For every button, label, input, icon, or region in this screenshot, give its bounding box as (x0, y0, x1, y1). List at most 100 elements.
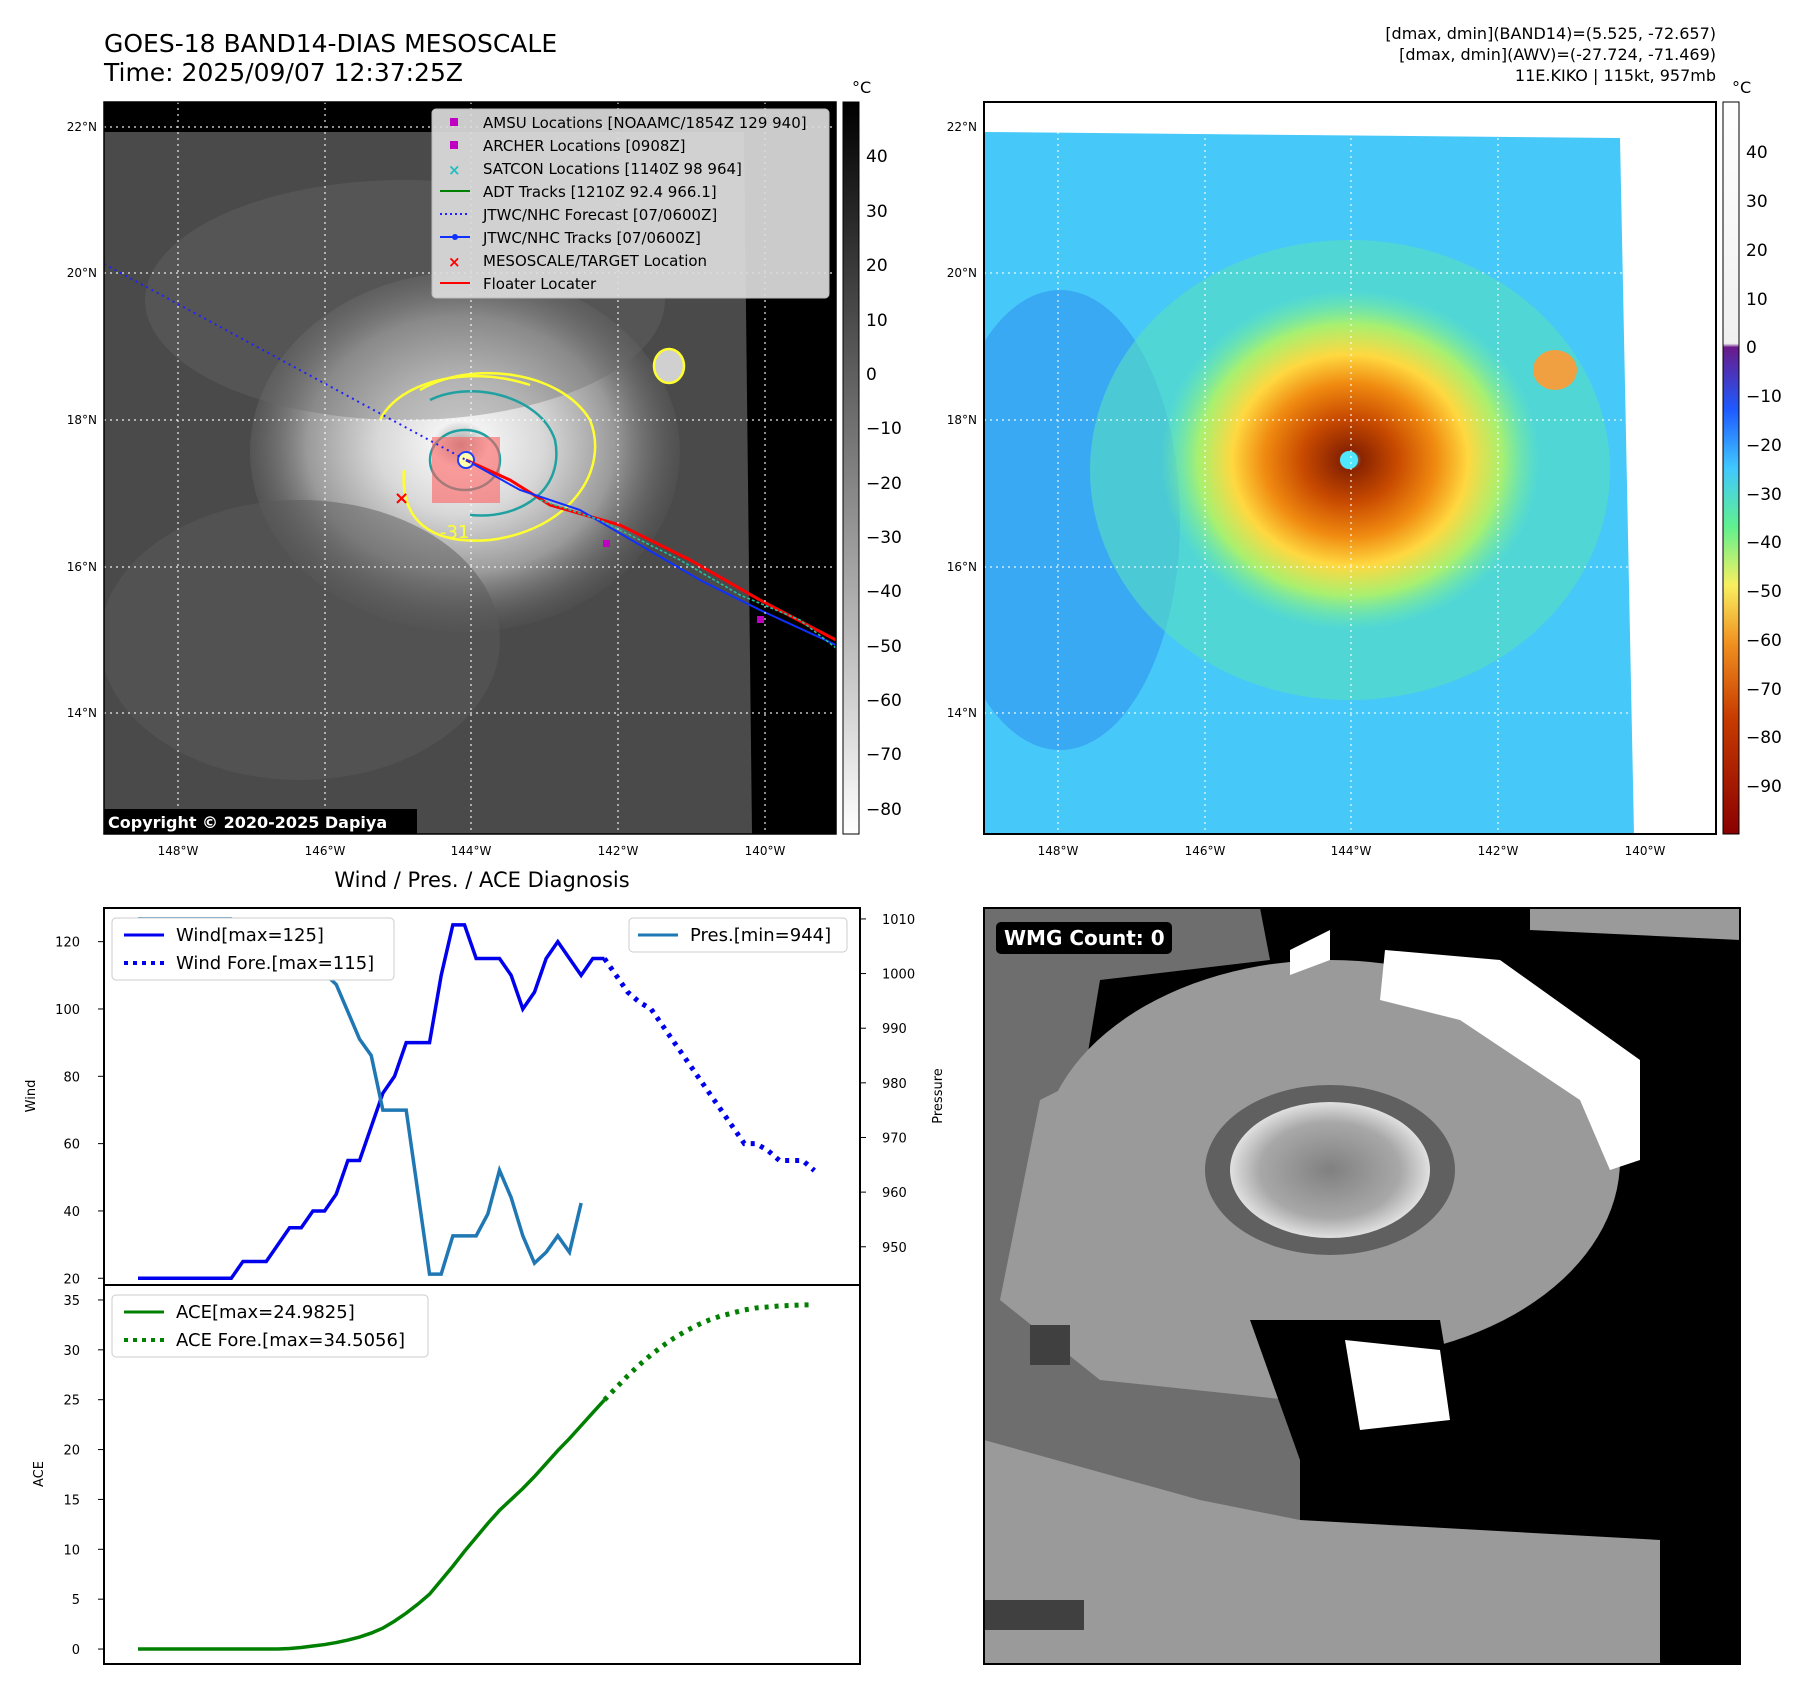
svg-text:140°W: 140°W (745, 844, 786, 858)
svg-text:148°W: 148°W (1038, 844, 1079, 858)
series-ace-forecast (602, 1302, 815, 1402)
legend-forecast: JTWC/NHC Forecast [07/0600Z] (482, 206, 717, 224)
svg-text:146°W: 146°W (1185, 844, 1226, 858)
ir-colorbar-ticks: 40 30 20 10 0 −10 −20 −30 −40 −50 −60 −7… (866, 147, 902, 820)
ir-amsu-marker (603, 540, 610, 547)
figure-time: Time: 2025/09/07 12:37:25Z (103, 58, 463, 87)
wind-axis-label: Wind (24, 1080, 39, 1113)
legend-target: MESOSCALE/TARGET Location (483, 252, 707, 270)
legend-target-icon: × (448, 253, 461, 271)
pressure-tick-label: 990 (882, 1022, 907, 1037)
svg-text:142°W: 142°W (1478, 844, 1519, 858)
legend-amsu: AMSU Locations [NOAAMC/1854Z 129 940] (483, 114, 807, 132)
ace-tick-label: 35 (63, 1294, 80, 1309)
svg-text:14°N: 14°N (67, 706, 97, 720)
wmg-count-label: WMG Count: 0 (1004, 926, 1165, 950)
wv-lon-labels: 148°W 146°W 144°W 142°W 140°W (1038, 844, 1666, 858)
svg-text:22°N: 22°N (67, 120, 97, 134)
ir-adt-track (539, 499, 836, 649)
legend-satcon-icon: × (448, 161, 461, 179)
svg-text:148°W: 148°W (158, 844, 199, 858)
svg-text:−30: −30 (1746, 485, 1782, 505)
svg-text:10: 10 (866, 311, 888, 331)
ir-contour-label: -31 (440, 522, 469, 543)
ir-best-track (465, 459, 836, 646)
svg-text:−90: −90 (1746, 777, 1782, 797)
legend-floater: Floater Locater (483, 275, 597, 293)
wmg-eye-region (1230, 1102, 1430, 1238)
wv-colorbar: °C 40 30 20 10 0 −10 −20 −30 −40 −50 −60… (1722, 78, 1782, 835)
info-band14: [dmax, dmin](BAND14)=(5.525, -72.657) (1385, 24, 1716, 43)
pressure-tick-label: 980 (882, 1077, 907, 1092)
svg-text:−60: −60 (1746, 631, 1782, 651)
legend-amsu-icon (450, 118, 458, 126)
svg-text:30: 30 (866, 202, 888, 222)
svg-text:−20: −20 (1746, 436, 1782, 456)
svg-text:20: 20 (866, 256, 888, 276)
svg-text:0: 0 (866, 365, 877, 385)
ir-archer-marker (757, 616, 764, 623)
svg-text:22°N: 22°N (947, 120, 977, 134)
wind-yticks: 20 40 60 80 100 120 (55, 936, 104, 1287)
pressure-tick-label: 960 (882, 1186, 907, 1201)
svg-text:16°N: 16°N (67, 560, 97, 574)
series-ace (138, 1398, 606, 1651)
wv-map-panel (983, 101, 1717, 835)
pressure-yticks: 950 960 970 980 990 1000 1010 (860, 913, 915, 1256)
svg-text:−50: −50 (1746, 582, 1782, 602)
svg-text:−50: −50 (866, 637, 902, 657)
pressure-tick-label: 970 (882, 1131, 907, 1146)
wmg-panel: WMG Count: 0 (983, 907, 1741, 1665)
wv-colorbar-ticks: 40 30 20 10 0 −10 −20 −30 −40 −50 −60 −7… (1746, 143, 1782, 797)
svg-text:−10: −10 (866, 419, 902, 439)
svg-text:20: 20 (1746, 241, 1768, 261)
ace-tick-label: 15 (63, 1493, 80, 1508)
ace-tick-label: 10 (63, 1543, 80, 1558)
pressure-tick-label: 1010 (882, 913, 915, 928)
svg-text:40: 40 (866, 147, 888, 167)
ir-lat-labels: 22°N 20°N 18°N 16°N 14°N (67, 120, 97, 720)
svg-text:−30: −30 (866, 528, 902, 548)
ace-tick-label: 20 (63, 1444, 80, 1459)
svg-text:16°N: 16°N (947, 560, 977, 574)
pressure-axis-label: Pressure (931, 1068, 946, 1124)
ace-tick-label: 5 (72, 1593, 80, 1608)
svg-text:−80: −80 (1746, 728, 1782, 748)
pressure-tick-label: 950 (882, 1241, 907, 1256)
svg-text:−20: −20 (866, 474, 902, 494)
ace-legend: ACE[max=24.9825] ACE Fore.[max=34.5056] (111, 1294, 429, 1358)
svg-text:20°N: 20°N (947, 266, 977, 280)
info-awv: [dmax, dmin](AWV)=(-27.724, -71.469) (1399, 45, 1716, 64)
legend-track: JTWC/NHC Tracks [07/0600Z] (482, 229, 701, 247)
ace-tick-label: 0 (72, 1643, 80, 1658)
series-wind (138, 923, 605, 1281)
wv-lat-labels: 22°N 20°N 18°N 16°N 14°N (947, 120, 977, 720)
legend-ace-forecast: ACE Fore.[max=34.5056] (176, 1330, 405, 1351)
ace-tick-label: 30 (63, 1344, 80, 1359)
legend-archer: ARCHER Locations [0908Z] (483, 137, 686, 155)
wv-storm-eye (1340, 451, 1358, 469)
wv-gridlines (984, 102, 1716, 834)
ir-small-cloud-feature (652, 347, 686, 385)
wind-tick-label: 120 (55, 936, 80, 951)
ir-contour-yellow (402, 371, 597, 542)
pressure-tick-label: 1000 (882, 968, 915, 983)
ace-yticks: 0 5 10 15 20 25 30 35 (63, 1294, 104, 1658)
info-storm: 11E.KIKO | 115kt, 957mb (1515, 66, 1716, 85)
svg-text:−70: −70 (866, 745, 902, 765)
ir-map-panel: -31 × Copyright © 2020-2025 Dapiya AMSU … (103, 101, 837, 835)
svg-text:−70: −70 (1746, 680, 1782, 700)
svg-text:18°N: 18°N (67, 413, 97, 427)
legend-satcon: SATCON Locations [1140Z 98 964] (483, 160, 742, 178)
ir-colorbar-unit: °C (852, 78, 871, 97)
svg-text:−80: −80 (866, 800, 902, 820)
svg-text:30: 30 (1746, 192, 1768, 212)
pressure-legend: Pres.[min=944] (628, 917, 848, 953)
figure-title: GOES-18 BAND14-DIAS MESOSCALE (104, 29, 557, 58)
svg-text:140°W: 140°W (1625, 844, 1666, 858)
copyright-text: Copyright © 2020-2025 Dapiya (108, 813, 387, 832)
svg-text:−40: −40 (866, 582, 902, 602)
svg-text:0: 0 (1746, 338, 1757, 358)
ir-floater-track (465, 458, 836, 642)
svg-text:144°W: 144°W (451, 844, 492, 858)
